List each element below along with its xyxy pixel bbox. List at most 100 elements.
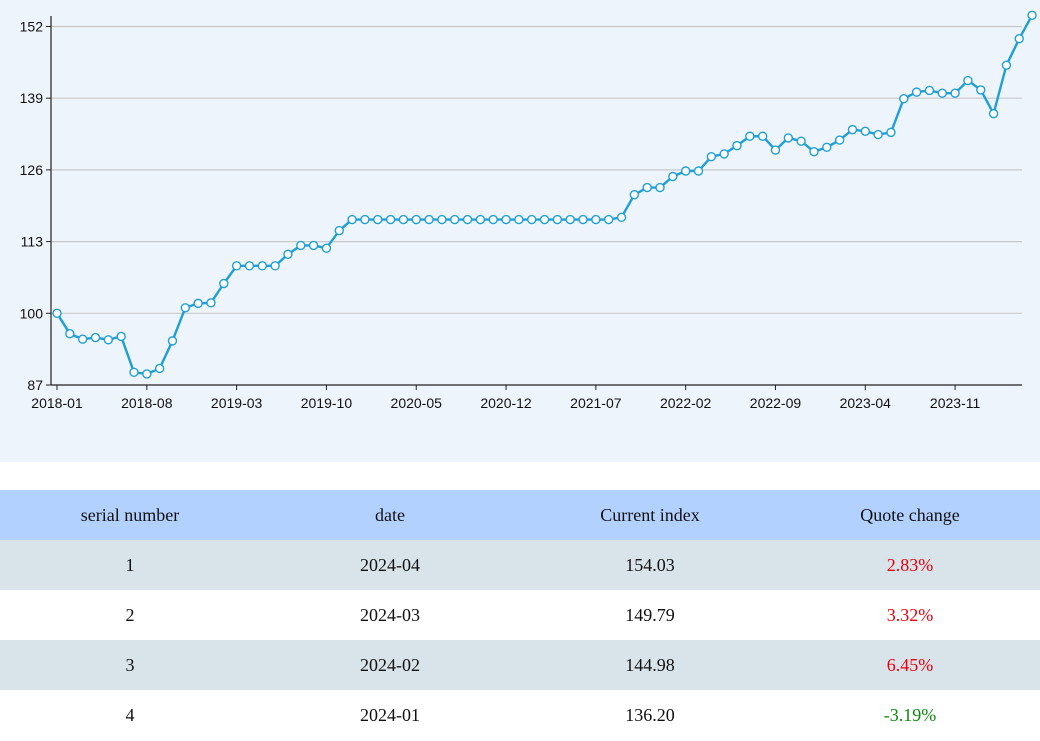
cell-index: 136.20 — [625, 704, 675, 725]
data-point — [154, 363, 165, 374]
data-point — [488, 214, 498, 225]
data-point — [103, 335, 114, 345]
data-point — [193, 298, 203, 309]
data-point — [450, 214, 460, 225]
data-point — [899, 94, 909, 104]
data-point — [321, 243, 332, 253]
data-point — [116, 331, 126, 342]
data-point — [437, 214, 447, 225]
x-tick-label: 2020-12 — [480, 395, 532, 411]
data-point — [527, 214, 537, 225]
data-point — [462, 214, 473, 225]
x-tick-label: 2018-01 — [31, 395, 83, 411]
table-row: 1 2024-04 154.03 2.83% — [0, 540, 1040, 590]
data-point — [206, 298, 216, 308]
cell-index: 144.98 — [625, 654, 675, 675]
cell-date: 2024-02 — [360, 654, 420, 675]
cell-serial: 1 — [125, 554, 135, 575]
data-point — [1014, 33, 1024, 44]
data-point — [296, 240, 306, 251]
data-point — [924, 85, 935, 96]
x-tick-label: 2023-04 — [840, 395, 892, 411]
index-table-container: serial number date Current index Quote c… — [0, 490, 1040, 740]
data-point — [822, 142, 832, 152]
header-serial-number: serial number — [80, 504, 180, 525]
data-point — [668, 171, 678, 182]
data-point — [501, 214, 511, 225]
data-point — [706, 151, 717, 162]
index-table: serial number date Current index Quote c… — [0, 490, 1040, 740]
y-tick-label: 113 — [21, 234, 44, 250]
data-point — [860, 126, 870, 136]
data-point — [52, 308, 62, 318]
data-point — [219, 278, 229, 289]
data-point — [783, 133, 794, 143]
x-tick-label: 2022-09 — [750, 395, 802, 411]
table-header-row: serial number date Current index Quote c… — [0, 490, 1040, 540]
data-point — [976, 85, 986, 95]
data-point — [578, 214, 588, 225]
data-point — [911, 87, 922, 97]
x-tick-label: 2019-03 — [211, 395, 263, 411]
data-point — [514, 214, 524, 225]
data-point — [308, 240, 319, 251]
x-tick-label: 2019-10 — [301, 395, 353, 411]
data-point — [90, 332, 101, 343]
data-point — [770, 145, 781, 155]
data-point — [180, 303, 191, 313]
data-point — [270, 261, 280, 271]
data-point — [539, 214, 550, 225]
y-tick-label: 152 — [20, 18, 44, 34]
data-point — [950, 88, 960, 98]
line-chart: 87 100 113 126 139 152 2018-01 2018-08 2019-03 20… — [20, 10, 1037, 411]
x-tick-label: 2018-08 — [121, 395, 173, 411]
x-tick-label: 2023-11 — [930, 395, 981, 411]
y-tick-label: 87 — [27, 377, 43, 393]
data-point — [809, 146, 819, 157]
x-tick-label: 2020-05 — [391, 395, 443, 411]
data-point — [988, 108, 999, 119]
data-point — [373, 214, 383, 225]
data-point — [642, 182, 652, 193]
y-tick-label: 126 — [20, 162, 44, 178]
data-point — [834, 135, 845, 145]
data-point — [937, 88, 947, 98]
data-point — [680, 166, 691, 176]
data-point — [257, 261, 267, 271]
data-point — [1001, 60, 1012, 70]
table-row: 3 2024-02 144.98 6.45% — [0, 640, 1040, 690]
data-point — [655, 182, 665, 193]
data-point — [142, 369, 152, 379]
data-point — [334, 225, 344, 236]
data-point — [385, 214, 396, 225]
cell-change: -3.19% — [883, 704, 937, 725]
data-point — [167, 336, 178, 346]
data-point — [886, 127, 896, 138]
cell-date: 2024-01 — [360, 704, 420, 725]
series-line — [55, 14, 1034, 376]
data-point — [591, 214, 601, 225]
data-point — [963, 75, 973, 86]
data-point — [1027, 10, 1037, 20]
data-point — [552, 214, 563, 225]
cell-index: 154.03 — [625, 554, 675, 575]
table-row: 4 2024-01 136.20 -3.19% — [0, 690, 1040, 740]
data-point — [424, 214, 434, 225]
data-point — [757, 131, 768, 141]
data-point — [398, 214, 409, 225]
chart-panel: 87 100 113 126 139 152 2018-01 2018-08 2019-03 20… — [0, 0, 1040, 462]
data-point — [347, 214, 357, 225]
data-point — [77, 334, 88, 344]
header-current-index: Current index — [600, 504, 700, 525]
cell-change: 6.45% — [886, 654, 934, 675]
data-point — [745, 131, 755, 141]
data-point — [616, 212, 627, 223]
data-point — [411, 214, 421, 225]
y-tick-label: 100 — [20, 305, 44, 321]
data-point — [475, 214, 486, 225]
header-date: date — [375, 504, 405, 525]
data-point — [732, 140, 742, 151]
data-point — [847, 124, 858, 135]
data-point — [693, 166, 704, 176]
cell-index: 149.79 — [625, 604, 675, 625]
